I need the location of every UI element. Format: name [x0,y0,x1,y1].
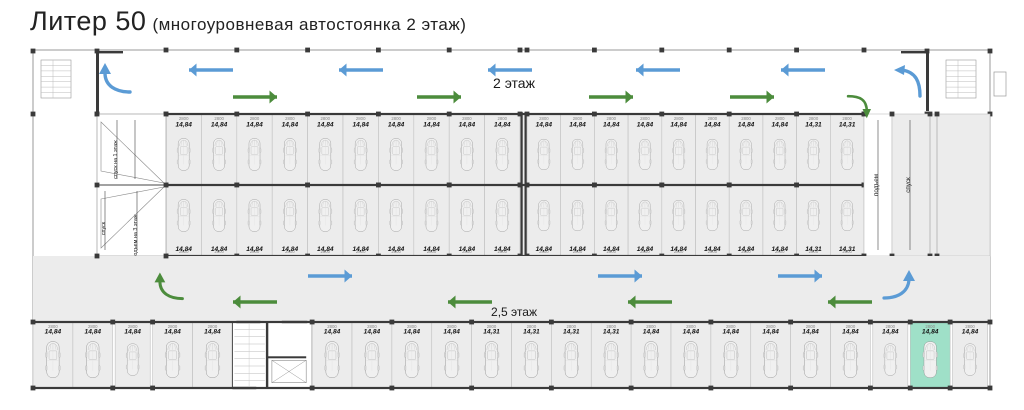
svg-text:14,84: 14,84 [603,121,620,128]
svg-text:14,84: 14,84 [45,329,62,336]
svg-text:2800: 2800 [674,116,684,121]
svg-text:2800: 2800 [708,116,718,121]
svg-text:14,84: 14,84 [317,246,334,253]
svg-text:2800: 2800 [427,116,437,121]
svg-text:14,31: 14,31 [805,121,822,128]
svg-text:14,84: 14,84 [124,329,141,336]
svg-text:2 этаж: 2 этаж [493,75,536,91]
svg-text:14,84: 14,84 [670,121,687,128]
svg-text:14,84: 14,84 [246,246,263,253]
svg-text:14,84: 14,84 [211,246,228,253]
svg-text:14,84: 14,84 [423,246,440,253]
svg-text:2800: 2800 [573,116,583,121]
svg-text:14,84: 14,84 [388,246,405,253]
svg-text:2800: 2800 [640,116,650,121]
svg-text:14,84: 14,84 [536,246,553,253]
svg-text:2,5 этаж: 2,5 этаж [491,305,537,319]
svg-text:14,84: 14,84 [643,329,660,336]
svg-text:14,84: 14,84 [459,246,476,253]
svg-text:спуск: спуск [905,177,912,193]
svg-text:подъем на 3 этаж: подъем на 3 этаж [133,214,139,258]
svg-text:14,84: 14,84 [738,246,755,253]
svg-text:14,31: 14,31 [523,329,540,336]
svg-text:спуск на 1 этаж: спуск на 1 этаж [113,140,119,179]
svg-text:2800: 2800 [462,116,472,121]
svg-text:14,84: 14,84 [922,329,939,336]
svg-text:14,84: 14,84 [175,121,192,128]
svg-text:14,84: 14,84 [603,246,620,253]
svg-text:14,31: 14,31 [839,121,856,128]
svg-text:14,84: 14,84 [404,329,421,336]
svg-text:2800: 2800 [321,116,331,121]
svg-text:14,84: 14,84 [762,329,779,336]
svg-text:14,84: 14,84 [423,121,440,128]
svg-text:14,84: 14,84 [569,246,586,253]
svg-text:14,31: 14,31 [805,246,822,253]
svg-text:14,84: 14,84 [670,246,687,253]
svg-text:14,31: 14,31 [603,329,620,336]
svg-text:2800: 2800 [809,116,819,121]
svg-text:14,84: 14,84 [738,121,755,128]
svg-text:2800: 2800 [539,116,549,121]
svg-text:14,31: 14,31 [839,246,856,253]
svg-text:14,84: 14,84 [204,329,221,336]
svg-text:14,84: 14,84 [246,121,263,128]
svg-text:14,84: 14,84 [704,121,721,128]
svg-text:14,84: 14,84 [494,121,511,128]
svg-text:2800: 2800 [498,116,508,121]
svg-text:2800: 2800 [356,116,366,121]
svg-text:14,84: 14,84 [459,121,476,128]
svg-text:14,84: 14,84 [164,329,181,336]
svg-text:14,84: 14,84 [211,121,228,128]
svg-text:2800: 2800 [391,116,401,121]
svg-text:подъем: подъем [873,174,880,196]
svg-text:14,84: 14,84 [494,246,511,253]
svg-text:14,84: 14,84 [723,329,740,336]
svg-text:14,84: 14,84 [352,246,369,253]
svg-text:2800: 2800 [285,116,295,121]
svg-text:2800: 2800 [775,116,785,121]
svg-text:14,84: 14,84 [882,329,899,336]
svg-text:14,84: 14,84 [85,329,102,336]
svg-text:14,84: 14,84 [683,329,700,336]
svg-text:14,84: 14,84 [637,246,654,253]
svg-text:14,84: 14,84 [771,246,788,253]
svg-text:2800: 2800 [842,116,852,121]
svg-text:2800: 2800 [606,116,616,121]
svg-text:14,31: 14,31 [483,329,500,336]
svg-text:2800: 2800 [179,116,189,121]
svg-text:2800: 2800 [741,116,751,121]
svg-text:14,84: 14,84 [364,329,381,336]
svg-text:14,84: 14,84 [388,121,405,128]
svg-text:14,84: 14,84 [282,121,299,128]
svg-text:спуск: спуск [101,221,107,235]
svg-text:2800: 2800 [250,116,260,121]
svg-text:14,84: 14,84 [352,121,369,128]
svg-text:14,84: 14,84 [962,329,979,336]
svg-text:14,84: 14,84 [637,121,654,128]
svg-text:14,84: 14,84 [536,121,553,128]
svg-text:2800: 2800 [214,116,224,121]
svg-text:14,84: 14,84 [324,329,341,336]
svg-text:14,84: 14,84 [704,246,721,253]
svg-text:14,84: 14,84 [317,121,334,128]
svg-text:14,84: 14,84 [771,121,788,128]
svg-text:14,31: 14,31 [563,329,580,336]
svg-text:14,84: 14,84 [569,121,586,128]
svg-text:14,84: 14,84 [282,246,299,253]
svg-text:14,84: 14,84 [842,329,859,336]
svg-text:14,84: 14,84 [802,329,819,336]
svg-text:14,84: 14,84 [175,246,192,253]
svg-text:14,84: 14,84 [443,329,460,336]
